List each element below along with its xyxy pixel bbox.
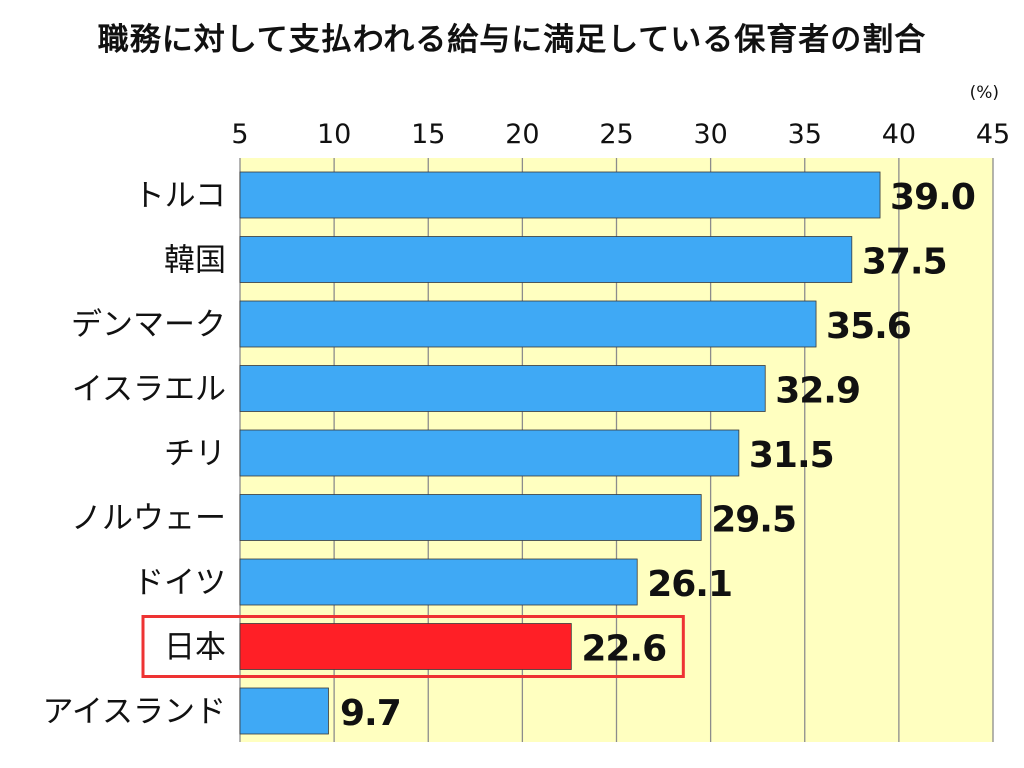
x-tick-label: 15 [411,119,445,150]
value-label: 39.0 [890,177,975,218]
category-label: トルコ [134,178,226,214]
x-tick-label: 45 [976,119,1010,150]
value-label: 26.1 [647,564,732,605]
x-tick-label: 25 [599,119,633,150]
bar [239,300,817,348]
category-label: ノルウェー [71,501,226,537]
category-label: デンマーク [71,307,226,343]
x-axis-ticks: 5 10 15 20 25 30 35 40 45 [231,119,1010,150]
bar [239,687,329,735]
x-tick-label: 20 [505,119,539,150]
chart-title: 職務に対して支払われる給与に満足している保育者の割合 [97,22,927,58]
value-label: 9.7 [340,693,401,734]
unit-label: (%) [970,83,999,103]
x-tick-label: 30 [693,119,727,150]
category-label: チリ [164,436,226,472]
value-label: 29.5 [711,500,796,541]
category-label: イスラエル [72,372,226,408]
x-tick-label: 35 [788,119,822,150]
bar [239,623,572,670]
category-label: アイスランド [42,694,226,730]
value-label: 32.9 [775,371,860,412]
bar [239,494,702,541]
category-label: 日本 [164,630,226,666]
bar [239,365,766,412]
value-label: 31.5 [749,435,834,476]
bar [239,236,853,283]
bars [239,171,881,735]
value-label: 22.6 [581,629,666,670]
x-tick-label: 10 [317,119,351,150]
category-label: ドイツ [133,565,226,601]
category-label: 韓国 [164,243,226,279]
bar [239,171,881,219]
bar [239,558,638,606]
value-label: 35.6 [826,306,911,347]
x-tick-label: 5 [231,119,248,150]
value-labels: 39.0 37.5 35.6 32.9 31.5 29.5 26.1 22.6 9.7 [340,177,976,734]
x-tick-label: 40 [882,119,916,150]
bar [239,429,740,477]
value-label: 37.5 [862,242,947,283]
highlight-box [141,615,685,678]
